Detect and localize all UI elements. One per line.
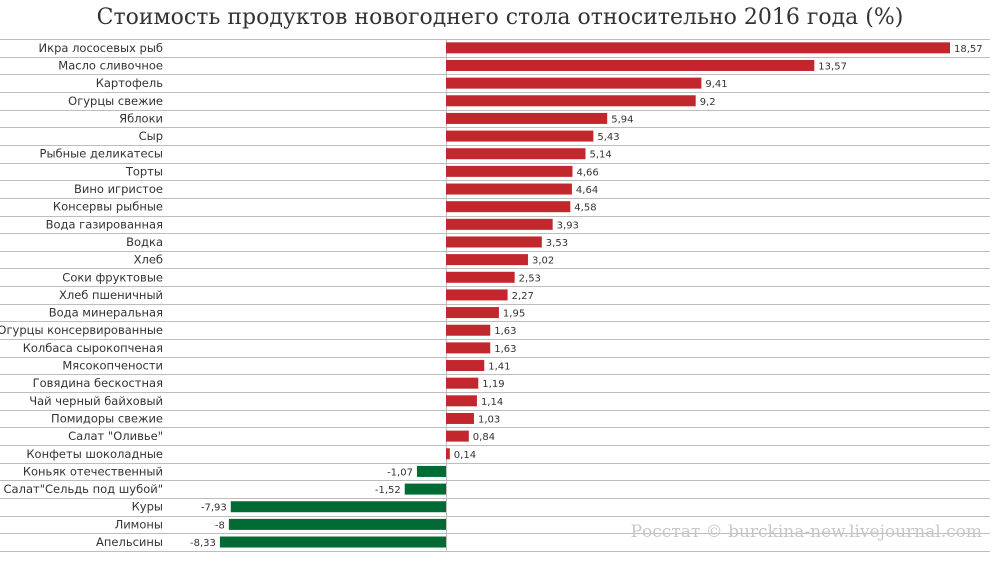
category-label: Апельсины bbox=[96, 535, 163, 549]
value-label: 18,57 bbox=[954, 44, 983, 55]
bar bbox=[446, 183, 572, 195]
value-label: 1,19 bbox=[482, 379, 504, 390]
value-label: 2,27 bbox=[512, 291, 534, 302]
category-label: Масло сливочное bbox=[58, 58, 163, 72]
category-label: Вода минеральная bbox=[49, 306, 163, 320]
category-label: Вино игристое bbox=[74, 182, 163, 196]
category-label: Консервы рыбные bbox=[53, 200, 163, 214]
category-label: Конфеты шоколадные bbox=[26, 447, 163, 461]
source-note: Росстат © burckina-new.livejournal.com bbox=[630, 522, 982, 542]
value-label: 1,63 bbox=[494, 326, 516, 337]
value-label: 5,43 bbox=[597, 132, 619, 143]
category-label: Лимоны bbox=[115, 517, 163, 531]
category-label: Картофель bbox=[96, 76, 164, 90]
category-label: Куры bbox=[132, 500, 163, 514]
value-label: -1,07 bbox=[387, 467, 413, 478]
value-label: 13,57 bbox=[818, 61, 847, 72]
bar bbox=[446, 42, 950, 54]
value-label: 4,58 bbox=[574, 203, 596, 214]
category-label: Мясокопчености bbox=[62, 359, 163, 373]
category-label: Сыр bbox=[139, 129, 163, 143]
chart-title: Стоимость продуктов новогоднего стола от… bbox=[96, 5, 904, 30]
bar bbox=[446, 412, 474, 424]
value-label: 5,94 bbox=[611, 114, 633, 125]
value-label: 0,84 bbox=[473, 432, 495, 443]
bar bbox=[446, 377, 479, 389]
value-label: 4,66 bbox=[576, 167, 598, 178]
category-label: Рыбные деликатесы bbox=[40, 147, 163, 161]
bar bbox=[446, 360, 485, 372]
value-label: 3,53 bbox=[546, 238, 568, 249]
bar bbox=[446, 201, 571, 213]
category-label: Чай черный байховый bbox=[29, 394, 163, 408]
value-label: 9,2 bbox=[700, 97, 716, 108]
value-label: 4,64 bbox=[576, 185, 598, 196]
value-label: 9,41 bbox=[705, 79, 727, 90]
bar bbox=[446, 271, 515, 283]
category-label: Икра лососевых рыб bbox=[39, 41, 163, 55]
category-label: Говядина бескостная bbox=[33, 376, 163, 390]
value-label: -8,33 bbox=[190, 538, 216, 549]
bar bbox=[446, 59, 815, 71]
category-label: Торты bbox=[125, 164, 163, 178]
bar bbox=[446, 430, 469, 442]
bar bbox=[446, 289, 508, 301]
value-label: 3,93 bbox=[557, 220, 579, 231]
category-label: Хлеб bbox=[134, 253, 163, 267]
category-label: Помидоры свежие bbox=[51, 411, 163, 425]
bar bbox=[404, 483, 446, 495]
category-label: Водка bbox=[126, 235, 163, 249]
bar bbox=[446, 95, 696, 107]
bar bbox=[446, 112, 608, 124]
value-label: 1,14 bbox=[481, 397, 503, 408]
value-label: 1,63 bbox=[494, 344, 516, 355]
category-label: Огурцы свежие bbox=[68, 94, 163, 108]
bar bbox=[446, 254, 528, 266]
bar bbox=[446, 218, 553, 230]
bar bbox=[228, 518, 446, 530]
category-label: Огурцы консервированные bbox=[0, 323, 163, 337]
value-label: 5,14 bbox=[590, 150, 612, 161]
category-label: Яблоки bbox=[119, 111, 163, 125]
category-label: Вода газированная bbox=[46, 217, 163, 231]
bar bbox=[230, 501, 446, 513]
value-label: -7,93 bbox=[201, 503, 227, 514]
value-label: 1,95 bbox=[503, 309, 525, 320]
bar bbox=[446, 307, 499, 319]
value-label: -8 bbox=[215, 520, 225, 531]
bar bbox=[446, 165, 573, 177]
value-label: 2,53 bbox=[519, 273, 541, 284]
category-label: Салат "Оливье" bbox=[68, 429, 163, 443]
bar bbox=[446, 448, 450, 460]
bar bbox=[416, 465, 446, 477]
bar bbox=[446, 148, 586, 160]
value-label: 1,03 bbox=[478, 414, 500, 425]
value-label: -1,52 bbox=[375, 485, 401, 496]
bar bbox=[446, 395, 477, 407]
category-label: Колбаса сырокопченая bbox=[23, 341, 163, 355]
bar bbox=[446, 77, 702, 89]
value-label: 3,02 bbox=[532, 256, 554, 267]
bar bbox=[446, 342, 491, 354]
value-label: 1,41 bbox=[488, 362, 510, 373]
bar bbox=[446, 130, 594, 142]
category-label: Хлеб пшеничный bbox=[59, 288, 163, 302]
bar bbox=[446, 236, 542, 248]
category-label: Соки фруктовые bbox=[62, 270, 163, 284]
bar bbox=[219, 536, 446, 548]
category-label: Коньяк отечественный bbox=[23, 464, 163, 478]
category-label: Салат"Сельдь под шубой" bbox=[4, 482, 163, 496]
bar bbox=[446, 324, 491, 336]
value-label: 0,14 bbox=[454, 450, 476, 461]
